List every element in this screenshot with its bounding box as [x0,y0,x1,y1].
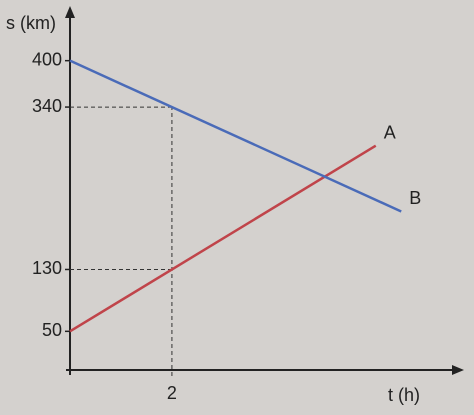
y-tick-label: 340 [32,96,62,116]
y-tick-label: 130 [32,258,62,278]
x-tick-label: 2 [167,383,177,403]
series-label: A [384,122,396,142]
series-line [69,59,402,213]
y-axis-arrow [65,6,75,18]
y-axis-label: s (km) [6,13,56,33]
x-axis-label: t (h) [388,385,420,405]
series-label: B [409,188,421,208]
y-tick-label: 400 [32,49,62,69]
y-tick-label: 50 [42,320,62,340]
x-axis-arrow [452,365,464,375]
